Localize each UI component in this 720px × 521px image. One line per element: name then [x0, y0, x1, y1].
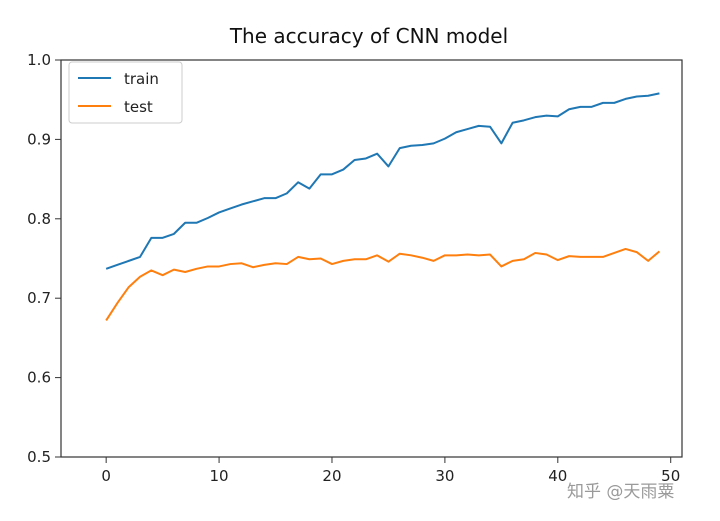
- y-tick-label: 0.8: [27, 210, 51, 228]
- x-tick-label: 40: [548, 467, 567, 485]
- x-tick-label: 50: [661, 467, 680, 485]
- legend-label-train: train: [124, 70, 159, 88]
- chart-title: The accuracy of CNN model: [229, 24, 508, 48]
- y-tick-label: 0.5: [27, 448, 51, 466]
- series-line-train: [105, 92, 660, 270]
- y-tick-label: 0.7: [27, 289, 51, 307]
- y-axis: 0.5 0.6 0.7 0.8 0.9 1.0: [27, 51, 61, 466]
- legend: train test: [68, 61, 183, 124]
- y-tick-label: 0.6: [27, 369, 51, 387]
- x-tick-label: 10: [210, 467, 229, 485]
- x-tick-label: 30: [435, 467, 454, 485]
- y-tick-label: 1.0: [27, 51, 51, 69]
- x-tick-label: 0: [101, 467, 111, 485]
- series-layer: [105, 92, 661, 321]
- x-axis: 0 10 20 30 40 50: [101, 457, 680, 485]
- y-tick-label: 0.9: [27, 130, 51, 148]
- x-tick-label: 20: [322, 467, 341, 485]
- legend-label-test: test: [124, 98, 153, 116]
- series-line-test: [105, 247, 661, 321]
- plot-frame: [60, 59, 683, 458]
- watermark: 知乎 @天雨粟: [567, 482, 674, 502]
